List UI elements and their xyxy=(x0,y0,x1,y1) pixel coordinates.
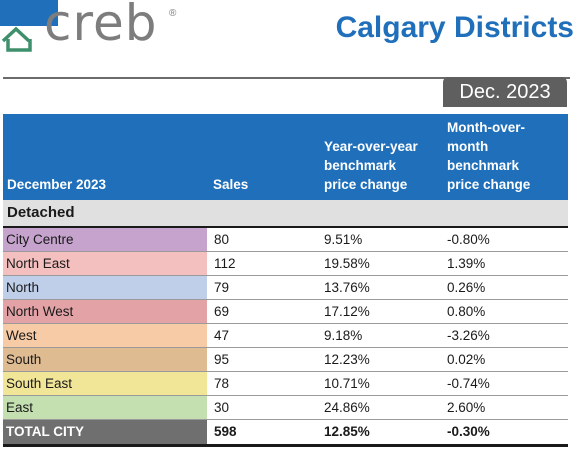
sales-cell: 30 xyxy=(214,400,230,415)
page-title: Calgary Districts xyxy=(335,11,574,44)
date-tab: Dec. 2023 xyxy=(443,77,567,107)
header-yoy-line: benchmark xyxy=(324,158,397,173)
sales-cell: 78 xyxy=(214,376,230,391)
creb-logo: creb ® xyxy=(0,0,200,52)
total-row: TOTAL CITY 598 12.85% -0.30% xyxy=(3,420,568,447)
mom-cell: -0.74% xyxy=(447,376,490,391)
table-row: City Centre 80 9.51% -0.80% xyxy=(3,228,568,252)
yoy-cell: 13.76% xyxy=(324,280,370,295)
header-mom-line: price change xyxy=(447,177,531,192)
sales-cell: 69 xyxy=(214,304,230,319)
total-sales: 598 xyxy=(214,424,237,439)
mom-cell: -3.26% xyxy=(447,328,490,343)
header-mom: Month-over- month benchmark price change xyxy=(447,118,530,194)
sales-cell: 95 xyxy=(214,352,230,367)
table-row: North 79 13.76% 0.26% xyxy=(3,276,568,300)
sales-cell: 80 xyxy=(214,232,230,247)
yoy-cell: 12.23% xyxy=(324,352,370,367)
header-mom-line: Month-over- xyxy=(447,120,525,135)
table-row: South East 78 10.71% -0.74% xyxy=(3,372,568,396)
yoy-cell: 24.86% xyxy=(324,400,370,415)
logo-wordmark: creb xyxy=(44,0,158,52)
districts-table: December 2023 Sales Year-over-year bench… xyxy=(3,114,568,447)
total-yoy: 12.85% xyxy=(324,424,370,439)
header-mom-line: month xyxy=(447,139,489,154)
yoy-cell: 10.71% xyxy=(324,376,370,391)
sales-cell: 79 xyxy=(214,280,230,295)
district-name: City Centre xyxy=(3,228,209,251)
mom-cell: 0.02% xyxy=(447,352,486,367)
district-name: South xyxy=(3,348,209,371)
header-sales: Sales xyxy=(213,177,249,192)
yoy-cell: 19.58% xyxy=(324,256,370,271)
table-row: South 95 12.23% 0.02% xyxy=(3,348,568,372)
total-label: TOTAL CITY xyxy=(3,420,209,444)
mom-cell: 0.26% xyxy=(447,280,486,295)
sales-cell: 112 xyxy=(214,256,236,271)
header-period: December 2023 xyxy=(7,177,107,192)
header-yoy-line: price change xyxy=(324,177,408,192)
yoy-cell: 9.51% xyxy=(324,232,363,247)
corner-block xyxy=(0,0,58,26)
registered-mark: ® xyxy=(169,8,177,19)
table-row: North East 112 19.58% 1.39% xyxy=(3,252,568,276)
district-name: West xyxy=(3,324,209,347)
table-row: East 30 24.86% 2.60% xyxy=(3,396,568,420)
district-name: East xyxy=(3,396,209,419)
header-mom-line: benchmark xyxy=(447,158,520,173)
sales-cell: 47 xyxy=(214,328,230,343)
total-mom: -0.30% xyxy=(447,424,490,439)
table-row: North West 69 17.12% 0.80% xyxy=(3,300,568,324)
mom-cell: 2.60% xyxy=(447,400,486,415)
mom-cell: -0.80% xyxy=(447,232,490,247)
mom-cell: 0.80% xyxy=(447,304,486,319)
mom-cell: 1.39% xyxy=(447,256,486,271)
district-name: North East xyxy=(3,252,209,275)
section-detached: Detached xyxy=(3,200,568,228)
district-name: North West xyxy=(3,300,209,323)
district-name: South East xyxy=(3,372,209,395)
table-row: West 47 9.18% -3.26% xyxy=(3,324,568,348)
house-icon xyxy=(1,26,32,52)
yoy-cell: 9.18% xyxy=(324,328,363,343)
table-header: December 2023 Sales Year-over-year bench… xyxy=(3,114,568,200)
yoy-cell: 17.12% xyxy=(324,304,370,319)
header-rule xyxy=(3,77,570,79)
district-name: North xyxy=(3,276,209,299)
header-yoy-line: Year-over-year xyxy=(324,139,418,154)
header-yoy: Year-over-year benchmark price change xyxy=(324,137,418,194)
